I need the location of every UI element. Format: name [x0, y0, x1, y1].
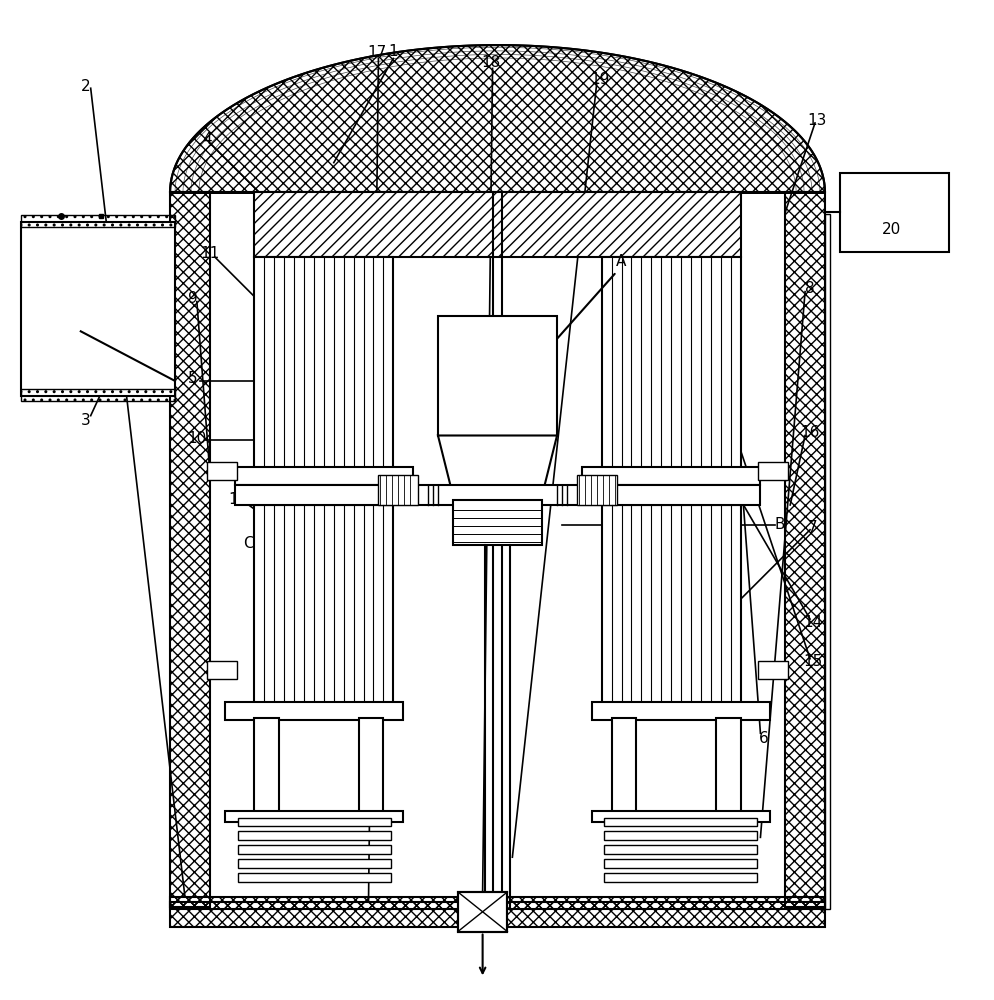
- Bar: [238, 818, 391, 826]
- Bar: [170, 902, 824, 927]
- Text: 17: 17: [367, 45, 386, 60]
- Bar: [452, 500, 542, 545]
- Text: 8: 8: [804, 281, 814, 296]
- Bar: [358, 718, 383, 813]
- Bar: [784, 192, 824, 907]
- Bar: [457, 892, 507, 932]
- Text: 4: 4: [202, 132, 212, 147]
- Text: 9: 9: [188, 291, 198, 306]
- Text: 12: 12: [228, 492, 247, 507]
- Bar: [839, 173, 948, 252]
- Text: 14: 14: [802, 615, 822, 630]
- Bar: [170, 192, 210, 907]
- Bar: [591, 702, 769, 720]
- Text: 5: 5: [188, 371, 198, 386]
- Bar: [457, 892, 507, 932]
- Bar: [378, 475, 417, 505]
- Polygon shape: [437, 436, 557, 515]
- Text: 2: 2: [81, 79, 90, 94]
- Bar: [207, 661, 237, 679]
- Bar: [601, 257, 740, 470]
- Text: 16: 16: [799, 425, 819, 440]
- Text: A: A: [615, 254, 626, 269]
- Bar: [757, 661, 787, 679]
- Bar: [207, 462, 237, 480]
- Text: 10: 10: [187, 431, 207, 446]
- Bar: [254, 505, 393, 703]
- Bar: [235, 467, 413, 485]
- Bar: [603, 831, 756, 840]
- Bar: [437, 316, 557, 436]
- Bar: [581, 467, 759, 485]
- Bar: [21, 389, 175, 401]
- Bar: [757, 462, 787, 480]
- Bar: [603, 873, 756, 882]
- Text: 20: 20: [881, 222, 901, 237]
- Text: 13: 13: [806, 113, 826, 128]
- Text: C: C: [243, 536, 253, 551]
- Bar: [21, 215, 175, 227]
- Bar: [254, 718, 279, 813]
- Bar: [235, 485, 759, 505]
- Text: 3: 3: [81, 413, 90, 428]
- Bar: [603, 859, 756, 868]
- Bar: [225, 811, 403, 822]
- Bar: [603, 845, 756, 854]
- Bar: [238, 873, 391, 882]
- Bar: [824, 214, 829, 909]
- Bar: [225, 702, 403, 720]
- Bar: [611, 718, 636, 813]
- Text: 18: 18: [480, 55, 500, 70]
- Bar: [170, 897, 824, 909]
- Bar: [577, 475, 616, 505]
- Bar: [591, 811, 769, 822]
- Bar: [601, 505, 740, 703]
- Bar: [254, 192, 740, 257]
- Bar: [715, 718, 740, 813]
- Bar: [238, 859, 391, 868]
- Text: 11: 11: [200, 246, 219, 261]
- Text: 6: 6: [757, 731, 767, 746]
- Text: 15: 15: [802, 654, 822, 669]
- Text: 19: 19: [589, 72, 608, 87]
- Bar: [603, 818, 756, 826]
- Bar: [238, 831, 391, 840]
- Bar: [21, 222, 175, 396]
- Text: 1: 1: [388, 44, 398, 59]
- Bar: [238, 845, 391, 854]
- Bar: [254, 257, 393, 470]
- Text: 7: 7: [807, 520, 817, 535]
- Text: B: B: [773, 517, 783, 532]
